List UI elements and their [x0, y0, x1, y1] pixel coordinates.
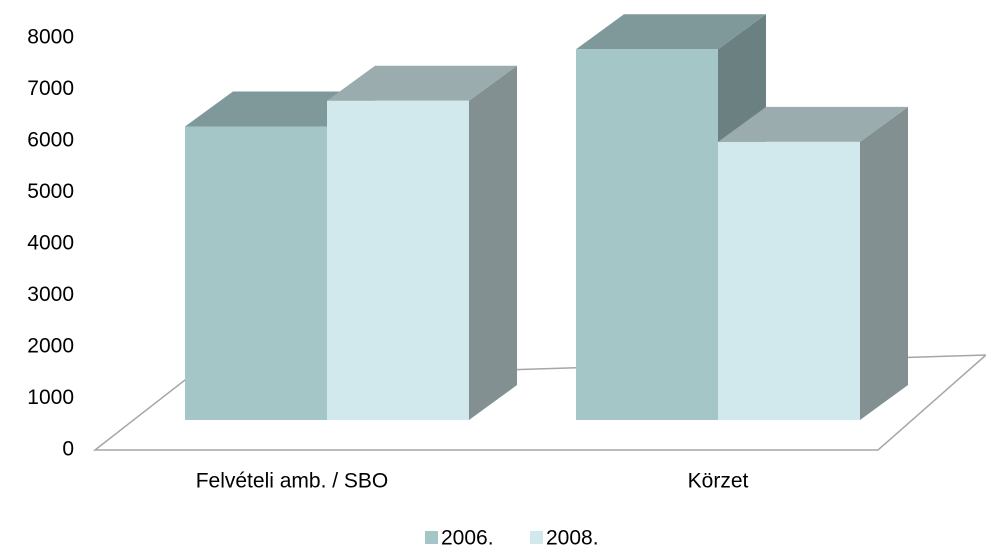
bar	[185, 126, 327, 420]
x-tick-label: Körzet	[688, 470, 749, 493]
floor	[92, 354, 986, 451]
bar-top	[327, 65, 517, 101]
legend-label: 2006.	[441, 527, 494, 549]
legend-swatch	[530, 531, 543, 544]
bar-top	[718, 106, 908, 142]
y-tick-label: 4000	[27, 232, 74, 255]
y-tick-label: 8000	[27, 26, 74, 49]
x-tick-label: Felvételi amb. / SBO	[196, 470, 389, 493]
bar	[718, 141, 860, 420]
bar-side	[469, 65, 517, 420]
y-tick-label: 5000	[27, 180, 74, 203]
y-tick-label: 3000	[27, 283, 74, 306]
legend-swatch	[425, 531, 438, 544]
bar	[327, 100, 469, 420]
bar-top	[576, 14, 766, 50]
y-tick-label: 0	[62, 438, 74, 461]
bar	[576, 49, 718, 420]
bar-side	[860, 106, 908, 421]
y-tick-label: 1000	[27, 386, 74, 409]
legend-label: 2008.	[546, 527, 599, 549]
y-tick-label: 2000	[27, 335, 74, 358]
y-tick-label: 6000	[27, 129, 74, 152]
y-tick-label: 7000	[27, 77, 74, 100]
